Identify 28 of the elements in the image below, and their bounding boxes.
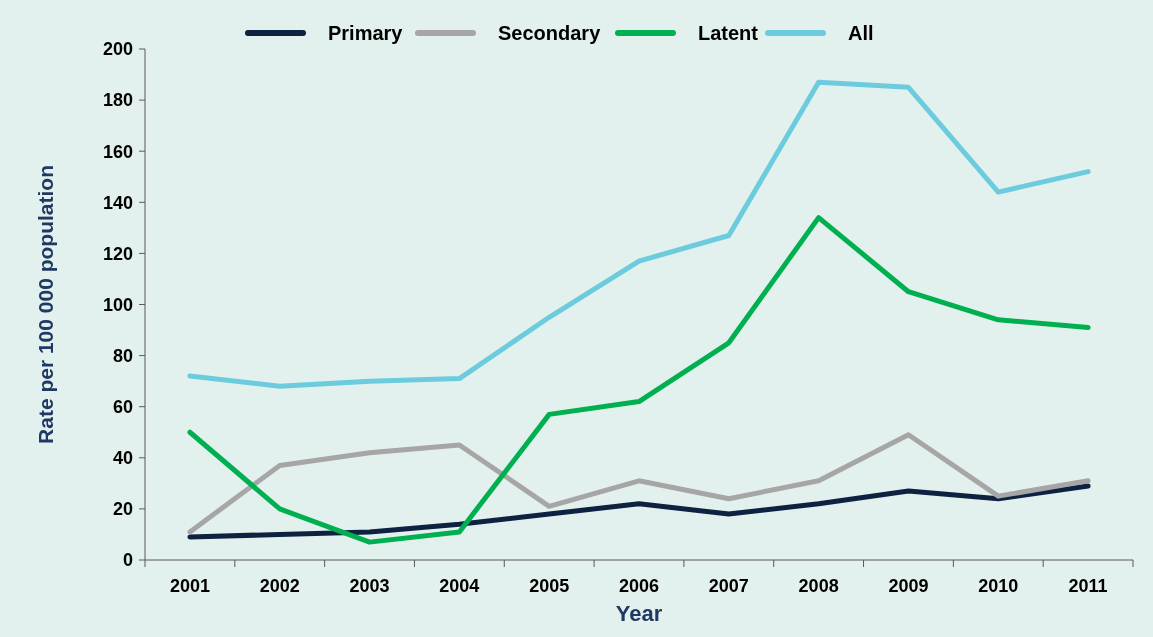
x-tick-label: 2010: [978, 576, 1019, 596]
y-tick-label: 140: [102, 192, 133, 213]
y-tick-label: 60: [112, 397, 133, 417]
y-tick-label: 160: [102, 141, 133, 162]
legend-label: All: [848, 22, 874, 44]
legend-label: Secondary: [498, 22, 602, 44]
x-tick-label: 2011: [1068, 576, 1108, 596]
y-tick-label: 0: [122, 550, 133, 571]
x-tick-label: 2008: [798, 576, 839, 596]
x-tick-label: 2007: [708, 576, 749, 596]
x-tick-label: 2006: [618, 576, 660, 596]
y-tick-label: 120: [102, 243, 133, 264]
x-tick-label: 2002: [259, 576, 300, 596]
x-tick-label: 2003: [349, 576, 390, 596]
x-tick-label: 2001: [169, 576, 210, 596]
y-tick-label: 180: [102, 90, 133, 111]
y-axis-title: Rate per 100 000 population: [34, 165, 57, 444]
x-axis-title: Year: [615, 601, 663, 626]
x-tick-label: 2005: [529, 576, 570, 596]
x-tick-label: 2004: [439, 576, 480, 596]
legend-label: Primary: [328, 22, 404, 44]
y-tick-label: 100: [102, 294, 133, 315]
x-tick-label: 2009: [888, 576, 929, 596]
y-tick-label: 40: [112, 448, 133, 469]
y-tick-label: 200: [102, 39, 133, 60]
y-tick-label: 80: [112, 345, 133, 366]
legend-label: Latent: [698, 22, 759, 44]
y-tick-label: 20: [112, 499, 133, 520]
